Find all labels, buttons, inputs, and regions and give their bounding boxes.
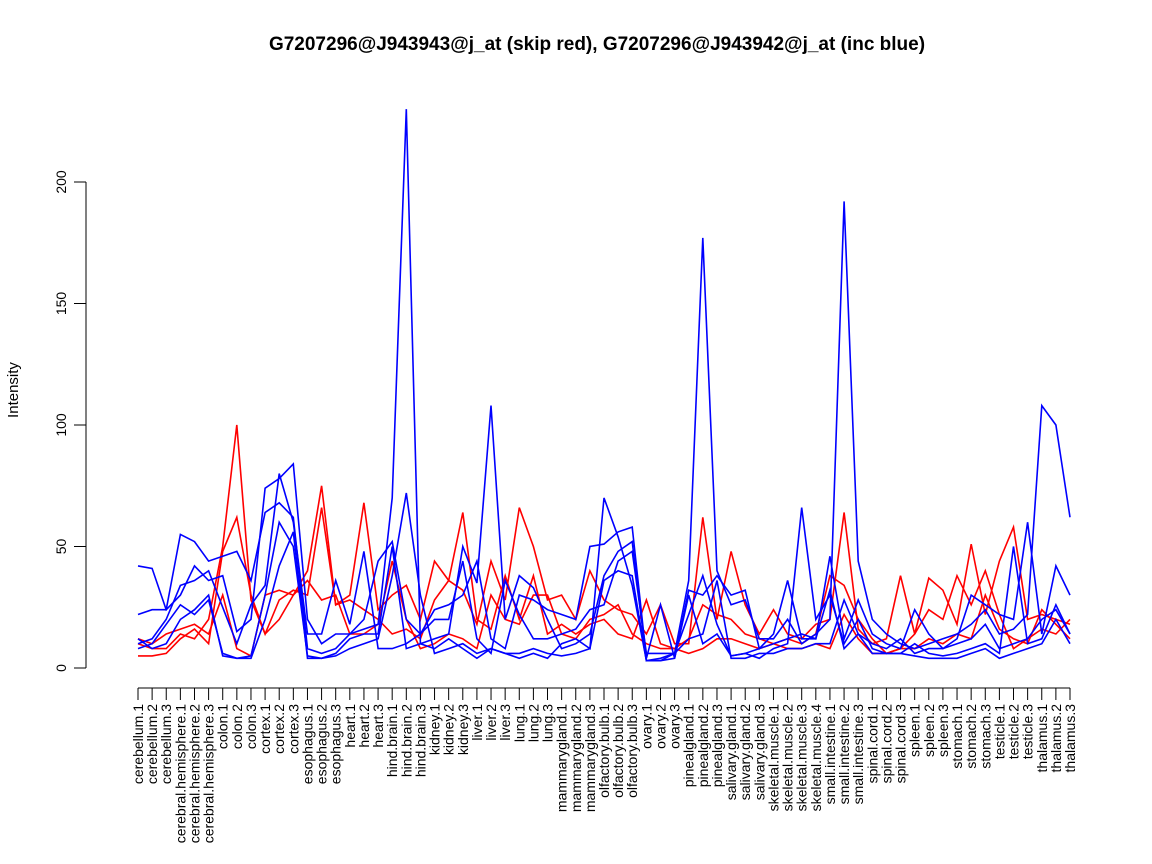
x-tick-label: spinal.cord.3 (893, 704, 909, 784)
series-layer (137, 109, 1071, 662)
x-tick-label: mammarygland.1 (554, 704, 570, 812)
x-tick-label: cortex.3 (285, 704, 301, 754)
y-tick-label: 50 (53, 539, 69, 555)
x-tick-label: hind.brain.2 (398, 704, 414, 777)
x-tick-label: pinealgland.2 (695, 704, 711, 788)
x-tick-label: lung.3 (540, 704, 556, 742)
x-tick-label: colon.3 (243, 704, 259, 749)
x-tick-label: testicle.2 (1006, 704, 1022, 759)
x-tick-label: colon.2 (229, 704, 245, 749)
x-tick-label: spleen.1 (907, 704, 923, 757)
y-tick-label: 0 (53, 664, 69, 672)
x-tick-label: cortex.1 (257, 704, 273, 754)
x-tick-label: kidney.1 (427, 704, 443, 755)
x-axis: cerebellum.1cerebellum.2cerebellum.3cere… (130, 687, 1078, 844)
y-tick-label: 100 (53, 413, 69, 437)
x-tick-label: esophagus.2 (314, 704, 330, 784)
x-tick-label: cerebellum.2 (144, 704, 160, 784)
series-line-inc-1 (137, 109, 1071, 662)
y-tick-label: 200 (53, 170, 69, 194)
x-tick-label: liver.1 (469, 704, 485, 741)
x-tick-label: liver.2 (483, 704, 499, 741)
x-tick-label: spinal.cord.2 (878, 704, 894, 784)
x-tick-label: olfactory.bulb.2 (610, 704, 626, 798)
x-tick-label: thalamus.1 (1034, 704, 1050, 773)
x-tick-label: heart.2 (356, 704, 372, 748)
x-tick-label: pinealgland.1 (681, 704, 697, 788)
x-tick-label: esophagus.1 (299, 704, 315, 784)
x-tick-label: spleen.3 (935, 704, 951, 757)
x-tick-label: thalamus.2 (1048, 704, 1064, 773)
x-tick-label: salivary.gland.3 (751, 704, 767, 800)
x-tick-label: salivary.gland.2 (737, 704, 753, 800)
series-line-skip-2 (138, 507, 1071, 657)
x-tick-label: testicle.3 (1020, 704, 1036, 759)
x-tick-label: hind.brain.3 (412, 704, 428, 777)
x-tick-label: olfactory.bulb.3 (624, 704, 640, 798)
x-tick-label: stomach.3 (977, 704, 993, 769)
x-tick-label: cerebellum.3 (158, 704, 174, 784)
x-tick-label: small.intestine.2 (836, 704, 852, 805)
x-tick-label: small.intestine.1 (822, 704, 838, 805)
x-tick-label: olfactory.bulb.1 (596, 704, 612, 798)
y-tick-label: 150 (53, 292, 69, 316)
x-tick-label: skeletal.muscle.3 (794, 704, 810, 812)
x-tick-label: hind.brain.1 (384, 704, 400, 777)
series-line-inc-4 (137, 497, 1071, 662)
x-tick-label: cerebral.hemisphere.2 (186, 704, 202, 844)
chart-title: G7207296@J943943@j_at (skip red), G72072… (269, 34, 925, 55)
x-tick-label: kidney.2 (441, 704, 457, 755)
x-tick-label: stomach.1 (949, 704, 965, 769)
x-tick-label: ovary.1 (638, 704, 654, 749)
x-tick-label: mammarygland.3 (582, 704, 598, 812)
x-tick-label: stomach.2 (963, 704, 979, 769)
x-tick-label: thalamus.3 (1062, 704, 1078, 773)
x-tick-label: kidney.3 (455, 704, 471, 755)
x-tick-label: cerebellum.1 (130, 704, 146, 784)
x-tick-label: pinealgland.3 (709, 704, 725, 788)
x-tick-label: testicle.1 (991, 704, 1007, 759)
x-tick-label: heart.3 (370, 704, 386, 748)
x-tick-label: liver.3 (497, 704, 513, 741)
y-axis: 0 50 100 150 200 (53, 170, 87, 672)
x-tick-label: cerebral.hemisphere.3 (201, 704, 217, 844)
x-tick-label: ovary.3 (667, 704, 683, 749)
x-tick-label: lung.1 (511, 704, 527, 742)
y-axis-label: Intensity (5, 362, 22, 418)
x-tick-label: salivary.gland.1 (723, 704, 739, 800)
x-tick-label: cortex.2 (271, 704, 287, 754)
x-tick-label: cerebral.hemisphere.1 (172, 704, 188, 844)
x-tick-label: spleen.2 (921, 704, 937, 757)
x-tick-label: esophagus.3 (328, 704, 344, 784)
series-line-inc-3 (137, 492, 1071, 662)
x-tick-label: skeletal.muscle.1 (765, 704, 781, 812)
x-tick-label: skeletal.muscle.4 (808, 704, 824, 812)
x-tick-label: lung.2 (525, 704, 541, 742)
series-line-inc-5 (137, 473, 1071, 657)
x-tick-label: mammarygland.2 (568, 704, 584, 812)
x-tick-label: small.intestine.3 (850, 704, 866, 805)
series-line-inc-2 (137, 501, 1071, 659)
x-tick-label: skeletal.muscle.2 (780, 704, 796, 812)
x-tick-label: colon.1 (215, 704, 231, 749)
x-tick-label: spinal.cord.1 (864, 704, 880, 784)
x-tick-label: heart.1 (342, 704, 358, 748)
x-tick-label: ovary.2 (652, 704, 668, 749)
